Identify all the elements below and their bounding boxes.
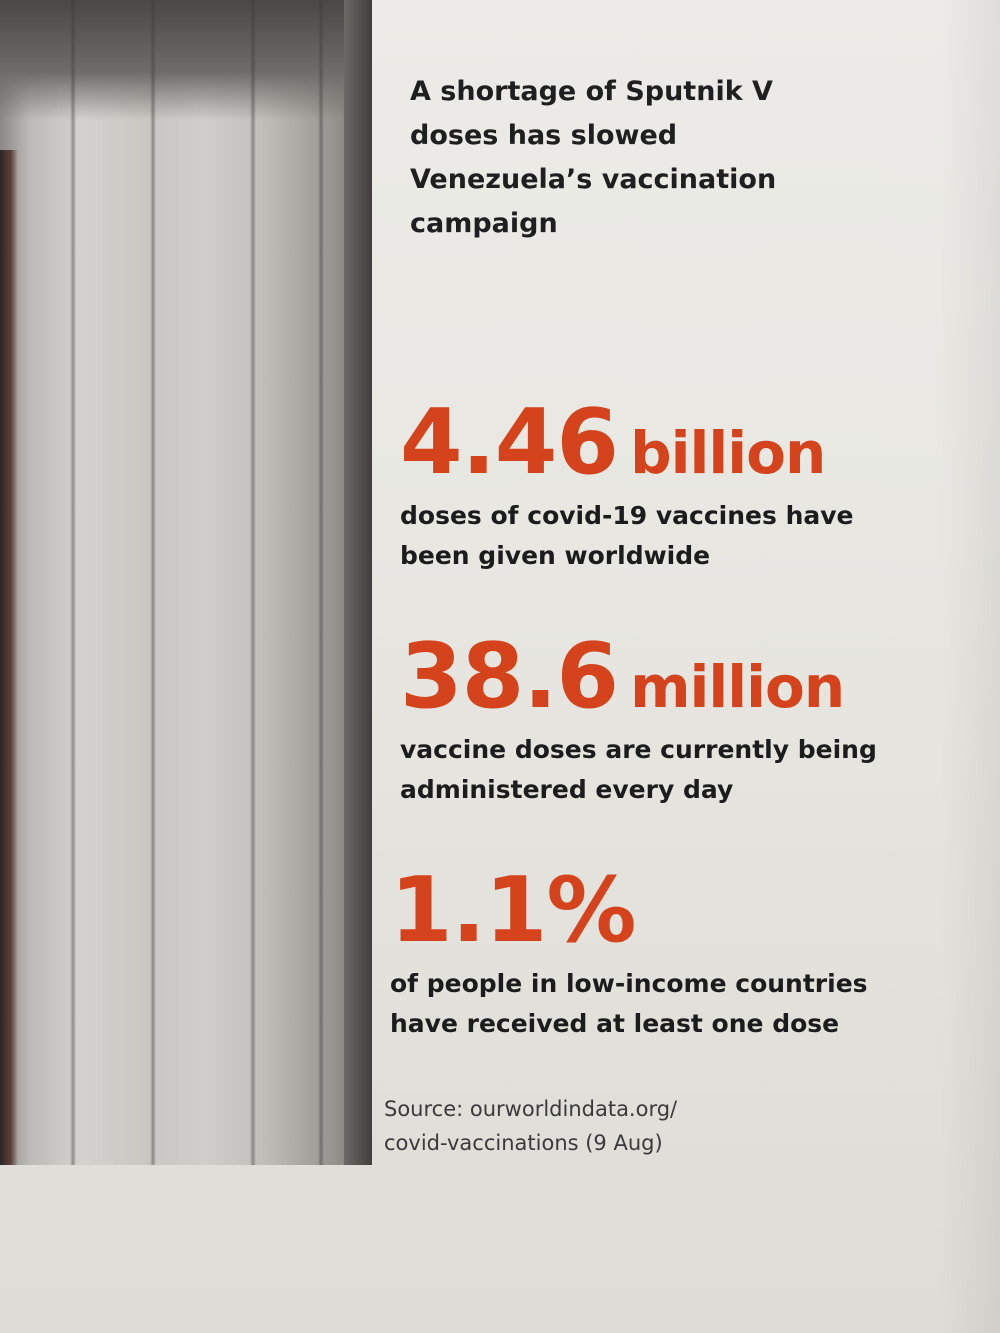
stat-unit: billion xyxy=(630,419,826,487)
source-line: Source: ourworldindata.org/ xyxy=(384,1097,678,1121)
stat-description: vaccine doses are currently being admini… xyxy=(400,730,940,810)
stat-description-line: administered every day xyxy=(400,775,734,804)
photo-top-shadow xyxy=(0,0,372,120)
source-line: covid-vaccinations (9 Aug) xyxy=(384,1131,663,1155)
photo-right-edge xyxy=(344,0,372,1165)
stat-number: 38.6 xyxy=(400,624,619,729)
stat-doses-worldwide: 4.46 billion doses of covid-19 vaccines h… xyxy=(400,398,960,576)
stat-low-income-share: 1.1% of people in low-income countries h… xyxy=(390,866,950,1044)
article-photo xyxy=(0,0,372,1165)
stat-number: 4.46 xyxy=(400,390,619,495)
stat-description-line: doses of covid-19 vaccines have xyxy=(400,501,854,530)
page-shade xyxy=(940,0,1000,1333)
source-note: Source: ourworldindata.org/ covid-vaccin… xyxy=(384,1092,804,1160)
stat-description-line: been given worldwide xyxy=(400,541,711,570)
curtain-fold xyxy=(70,0,76,1165)
stat-unit: million xyxy=(630,653,845,721)
curtain-fold xyxy=(150,0,156,1165)
stat-description: doses of covid-19 vaccines have been giv… xyxy=(400,496,940,576)
stat-value: 1.1% xyxy=(390,866,950,956)
caption-line: doses has slowed xyxy=(410,120,678,151)
caption-line: A shortage of Sputnik V xyxy=(410,76,773,107)
stat-daily-doses: 38.6 million vaccine doses are currently … xyxy=(400,632,960,810)
stat-value: 38.6 million xyxy=(400,632,960,722)
caption-line: campaign xyxy=(410,208,558,239)
stat-description-line: vaccine doses are currently being xyxy=(400,735,877,764)
caption-line: Venezuela’s vaccination xyxy=(410,164,777,195)
stat-description-line: of people in low-income countries xyxy=(390,969,868,998)
stat-number: 1.1% xyxy=(390,858,637,963)
photo-caption: A shortage of Sputnik V doses has slowed… xyxy=(410,70,830,246)
stat-value: 4.46 billion xyxy=(400,398,960,488)
stat-description: of people in low-income countries have r… xyxy=(390,964,930,1044)
photo-left-edge xyxy=(0,150,18,1165)
curtain-fold xyxy=(318,0,324,1165)
stat-description-line: have received at least one dose xyxy=(390,1009,840,1038)
curtain-fold xyxy=(250,0,256,1165)
